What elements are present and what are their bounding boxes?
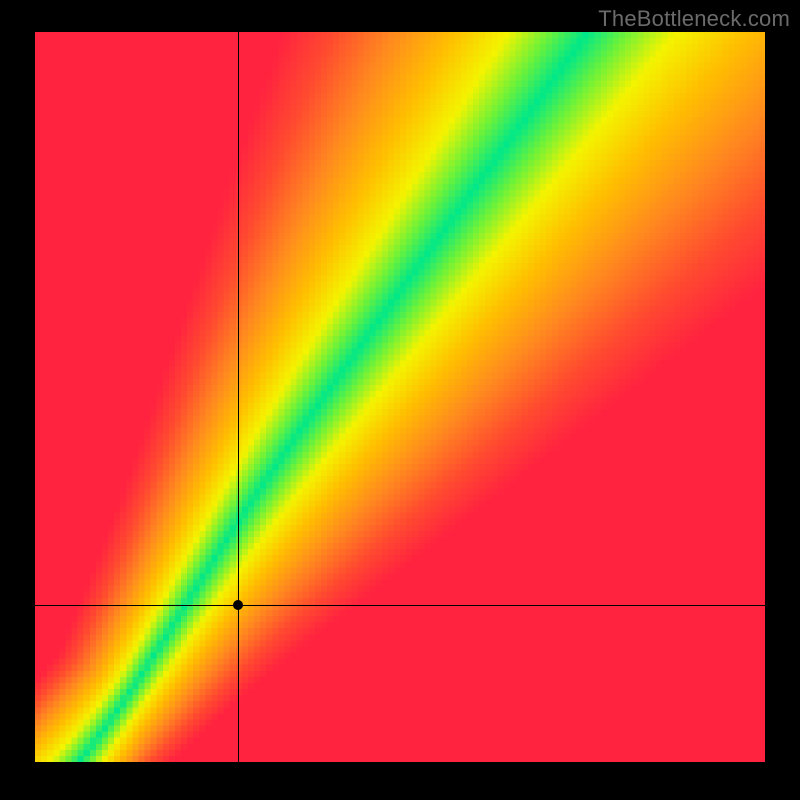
marker-dot — [233, 600, 243, 610]
crosshair-horizontal-line — [35, 605, 765, 606]
watermark-text: TheBottleneck.com — [598, 6, 790, 32]
crosshair-vertical-line — [238, 32, 239, 762]
heatmap-canvas — [35, 32, 765, 762]
heatmap-plot-area — [35, 32, 765, 762]
